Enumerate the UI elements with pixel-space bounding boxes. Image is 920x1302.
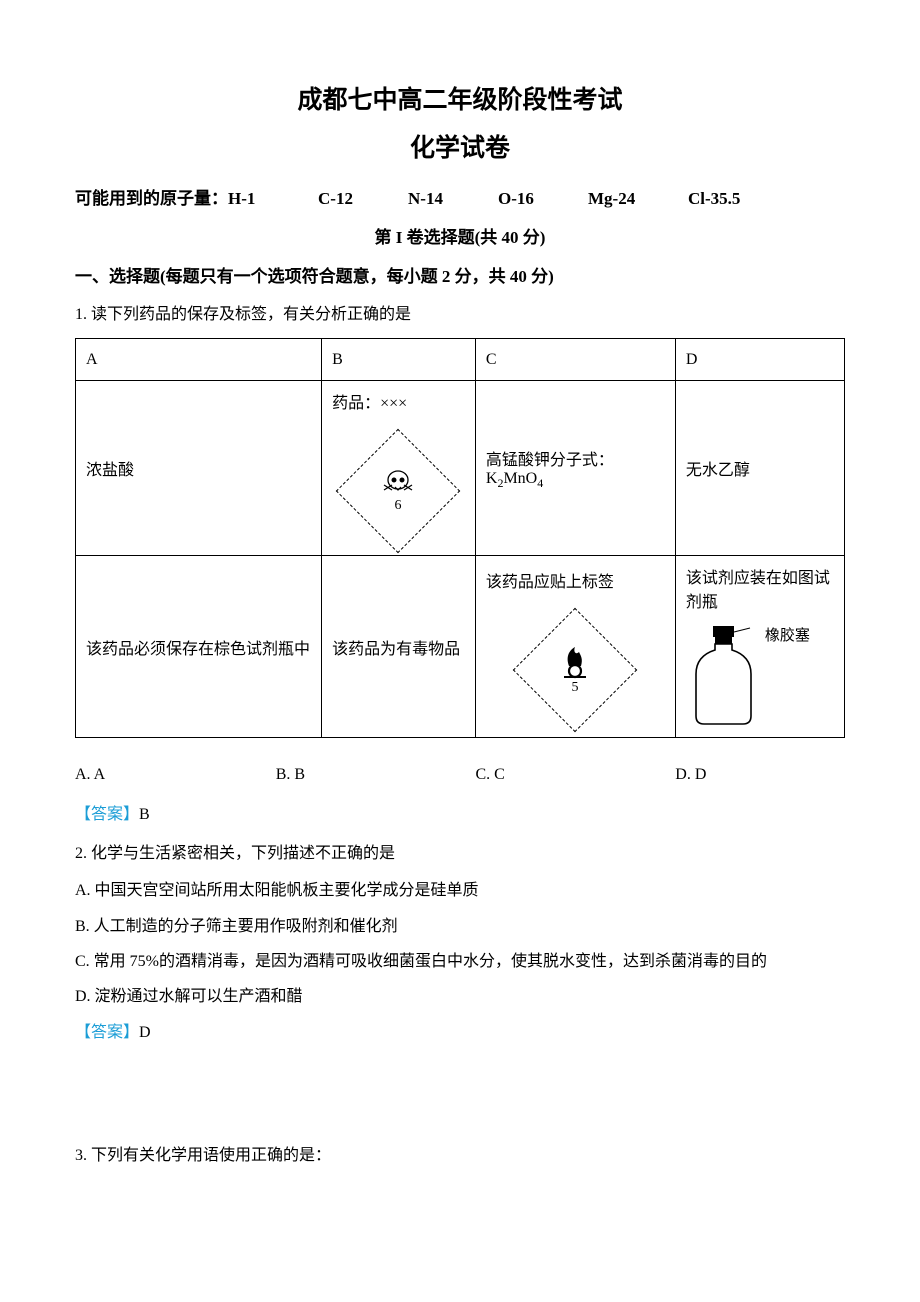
- q1-r1-c-sub2: 4: [537, 476, 543, 490]
- exam-title: 成都七中高二年级阶段性考试: [75, 80, 845, 116]
- q1-r1-d: 无水乙醇: [675, 381, 844, 556]
- q1-r2-d-text: 该试剂应装在如图试剂瓶: [686, 564, 834, 612]
- q1-r2-a: 该药品必须保存在棕色试剂瓶中: [76, 556, 322, 738]
- atomic-item: H-1: [228, 189, 318, 209]
- q1-prompt: 1. 读下列药品的保存及标签，有关分析正确的是: [75, 301, 845, 328]
- oxidizer-hazard-icon: 5: [513, 607, 637, 731]
- q1-header-row: A B C D: [76, 339, 845, 381]
- bottle-icon: [686, 624, 761, 729]
- q2-opt-a: A. 中国天宫空间站所用太阳能帆板主要化学成分是硅单质: [75, 877, 845, 904]
- q1-opt-b: B. B: [276, 766, 305, 784]
- atomic-item: O-16: [498, 189, 588, 209]
- q1-r1-c: 高锰酸钾分子式：K2MnO4: [475, 381, 675, 556]
- q2-prompt: 2. 化学与生活紧密相关，下列描述不正确的是: [75, 840, 845, 867]
- q2-opt-c: C. 常用 75%的酒精消毒，是因为酒精可吸收细菌蛋白中水分，使其脱水变性，达到…: [75, 948, 845, 975]
- q1-opt-d: D. D: [675, 766, 706, 784]
- q1-answer: 【答案】B: [75, 800, 845, 824]
- q1-hdr-a: A: [76, 339, 322, 381]
- q1-r1-a: 浓盐酸: [76, 381, 322, 556]
- q1-r1-c-mid: MnO: [503, 470, 537, 487]
- q1-row2: 该药品必须保存在棕色试剂瓶中 该药品为有毒物品 该药品应贴上标签 5: [76, 556, 845, 738]
- atomic-item: N-14: [408, 189, 498, 209]
- q1-r2-c: 该药品应贴上标签 5: [475, 556, 675, 738]
- atomic-item: Mg-24: [588, 189, 688, 209]
- skull-icon: [378, 468, 418, 498]
- q3-prompt: 3. 下列有关化学用语使用正确的是：: [75, 1142, 845, 1169]
- answer-bracket: 【答案】: [75, 806, 139, 823]
- q2-opt-b: B. 人工制造的分子筛主要用作吸附剂和催化剂: [75, 913, 845, 940]
- instructions: 一、选择题(每题只有一个选项符合题意，每小题 2 分，共 40 分): [75, 262, 845, 287]
- q1-hdr-d: D: [675, 339, 844, 381]
- atomic-item: Cl-35.5: [688, 189, 740, 209]
- q1-hdr-c: C: [475, 339, 675, 381]
- answer-value: D: [139, 1024, 151, 1041]
- q2-answer: 【答案】D: [75, 1018, 845, 1042]
- hazard-num-5: 5: [572, 680, 579, 696]
- section-heading: 第 I 卷选择题(共 40 分): [75, 223, 845, 248]
- q1-hdr-b: B: [322, 339, 476, 381]
- q2-opt-d: D. 淀粉通过水解可以生产酒和醋: [75, 983, 845, 1010]
- q1-row1: 浓盐酸 药品：×××: [76, 381, 845, 556]
- stopper-label: 橡胶塞: [765, 624, 810, 645]
- q1-r2-b: 该药品为有毒物品: [322, 556, 476, 738]
- q1-r1-b-label: 药品：×××: [332, 389, 465, 413]
- q1-table: A B C D 浓盐酸 药品：×××: [75, 338, 845, 738]
- toxic-hazard-icon: 6: [336, 429, 460, 553]
- answer-value: B: [139, 806, 150, 823]
- atomic-item: C-12: [318, 189, 408, 209]
- flame-icon: [556, 644, 594, 680]
- hazard-num-6: 6: [395, 498, 402, 514]
- q1-opt-c: C. C: [475, 766, 504, 784]
- answer-bracket: 【答案】: [75, 1024, 139, 1041]
- q1-r2-c-text: 该药品应贴上标签: [486, 568, 665, 592]
- q1-opt-a: A. A: [75, 766, 105, 784]
- q1-r1-b: 药品：××× 6: [322, 381, 476, 556]
- atomic-prefix: 可能用到的原子量：: [75, 184, 228, 209]
- q1-r2-d: 该试剂应装在如图试剂瓶 橡胶塞: [675, 556, 844, 738]
- q1-options: A. A B. B C. C D. D: [75, 766, 706, 784]
- atomic-mass-line: 可能用到的原子量：H-1C-12N-14O-16Mg-24Cl-35.5: [75, 184, 845, 209]
- exam-subtitle: 化学试卷: [75, 128, 845, 164]
